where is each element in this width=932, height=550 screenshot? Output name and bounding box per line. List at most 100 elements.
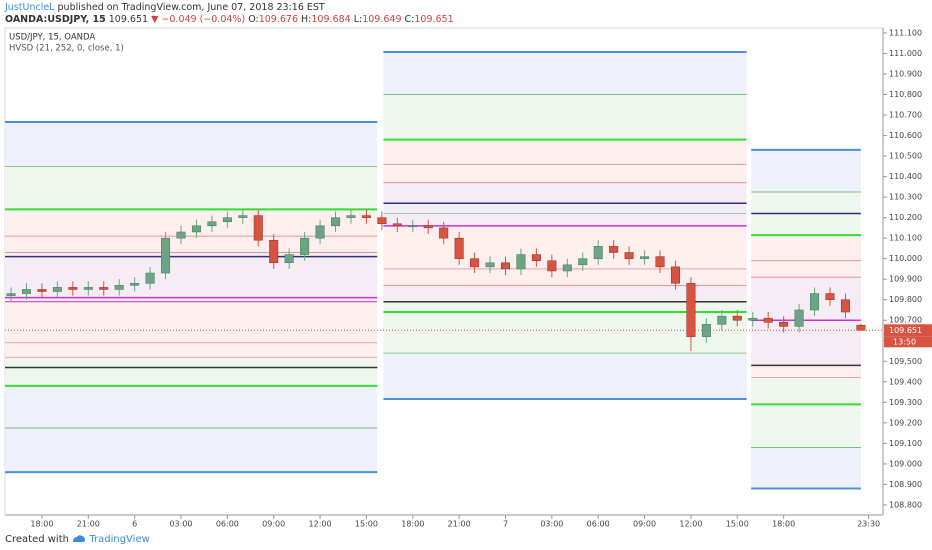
candle-body xyxy=(68,287,78,290)
level-band xyxy=(383,94,747,140)
chart-title: USD/JPY, 15, OANDA xyxy=(9,33,95,43)
last-price-box xyxy=(884,324,932,337)
level-band xyxy=(751,277,861,321)
y-tick-label: 110.600 xyxy=(889,131,922,140)
logo xyxy=(73,535,86,542)
candle-body xyxy=(701,324,711,337)
x-tick-label: 7 xyxy=(503,520,508,529)
candle-body xyxy=(562,264,572,272)
x-tick-label: 21:00 xyxy=(77,520,100,529)
candle-body xyxy=(439,227,449,239)
y-tick-label: 109.500 xyxy=(889,357,922,366)
level-band xyxy=(751,377,861,405)
y-tick-label: 109.300 xyxy=(889,398,922,407)
candle-body xyxy=(207,221,217,227)
level-band xyxy=(383,353,747,400)
y-tick-label: 109.100 xyxy=(889,439,922,448)
candle-body xyxy=(300,237,310,255)
y-tick-label: 110.900 xyxy=(889,69,922,78)
candle-body xyxy=(361,215,371,218)
candle-body xyxy=(794,309,804,327)
candle-body xyxy=(130,283,140,286)
ohlc: O:109.676 H:109.684 L:109.649 C:109.651 xyxy=(248,14,454,25)
level-band xyxy=(751,191,861,214)
candle-body xyxy=(377,217,387,225)
candle-body xyxy=(825,293,835,300)
y-tick-label: 108.800 xyxy=(889,500,922,509)
x-tick-label: 12:00 xyxy=(309,520,332,529)
y-tick-label: 108.900 xyxy=(889,480,922,489)
level-band xyxy=(751,260,861,278)
level-band xyxy=(751,447,861,489)
y-tick-label: 110.200 xyxy=(889,213,922,222)
level-band xyxy=(383,285,747,302)
candle-body xyxy=(176,231,186,239)
candle-body xyxy=(655,256,665,268)
x-tick-label: 12:00 xyxy=(679,520,702,529)
y-tick-label: 109.700 xyxy=(889,316,922,325)
y-tick-label: 109.800 xyxy=(889,295,922,304)
level-band xyxy=(751,149,861,192)
candle-body xyxy=(840,299,850,313)
level-band xyxy=(5,367,378,386)
level-band xyxy=(751,320,861,366)
y-tick-label: 110.300 xyxy=(889,193,922,202)
x-tick-label: 15:00 xyxy=(355,520,378,529)
candle-body xyxy=(6,293,16,296)
author[interactable]: JustUncleL xyxy=(5,2,55,13)
x-tick-label: 18:00 xyxy=(401,520,424,529)
brand[interactable]: TradingView xyxy=(89,534,150,545)
level-band xyxy=(5,385,378,428)
ohlc-label: O: xyxy=(248,14,259,25)
level-band xyxy=(751,235,861,261)
x-tick-label: 15:00 xyxy=(726,520,749,529)
y-tick-label: 110.100 xyxy=(889,234,922,243)
candle-body xyxy=(516,254,526,270)
x-tick-label: 03:00 xyxy=(169,520,192,529)
candle-body xyxy=(454,237,464,259)
price-axis xyxy=(883,28,932,515)
x-tick-label: 06:00 xyxy=(216,520,239,529)
candle-body xyxy=(485,262,495,268)
candle-body xyxy=(21,289,31,294)
publish-line: JustUncleL published on TradingView.com,… xyxy=(5,2,325,13)
y-tick-label: 111.100 xyxy=(889,28,922,37)
level-band xyxy=(5,297,378,302)
indicator-label: HVSD (21, 252, 0, close, 1) xyxy=(9,44,124,54)
level-band xyxy=(383,301,747,313)
last-price-label: 109.651 xyxy=(889,326,922,335)
published: published on TradingView.com, June 07, 2… xyxy=(57,2,325,13)
candle-body xyxy=(423,225,433,229)
candle-body xyxy=(578,258,588,266)
countdown-box xyxy=(884,336,932,348)
level-band xyxy=(383,213,747,226)
candle-body xyxy=(531,254,541,261)
candle-body xyxy=(748,317,758,321)
level-band xyxy=(5,357,378,368)
level-band xyxy=(751,404,861,448)
y-tick-label: 110.800 xyxy=(889,90,922,99)
candle-body xyxy=(624,252,634,259)
ohlc-label: H: xyxy=(301,14,312,25)
level-band xyxy=(5,209,378,237)
ohlc-label: L: xyxy=(353,14,363,25)
x-tick-label: 18:00 xyxy=(30,520,53,529)
level-band xyxy=(5,256,378,298)
ohlc-value: 109.676 xyxy=(258,14,298,25)
ohlc-value: 109.649 xyxy=(362,14,402,25)
y-tick-label: 110.000 xyxy=(889,254,922,263)
candle-body xyxy=(145,272,155,284)
candle-body xyxy=(593,246,603,259)
candle-body xyxy=(331,217,341,227)
candle-body xyxy=(238,215,248,218)
candle-body xyxy=(37,289,47,292)
y-tick-label: 109.000 xyxy=(889,459,922,468)
candle-body xyxy=(670,266,680,284)
x-tick-label: 21:00 xyxy=(448,520,471,529)
last: 109.651 xyxy=(108,14,149,25)
candle-body xyxy=(315,225,325,239)
candle-body xyxy=(269,239,279,264)
level-band xyxy=(5,166,378,210)
level-band xyxy=(383,164,747,183)
